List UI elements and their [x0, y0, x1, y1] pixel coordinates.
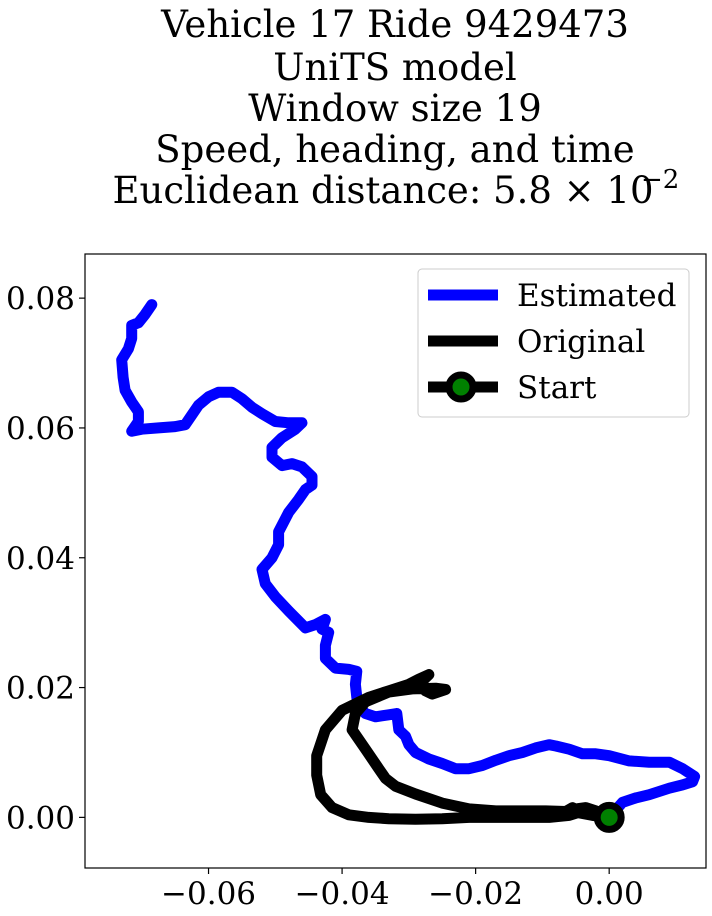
series-line-estimated [116, 299, 701, 823]
x-axis: −0.06 −0.04 −0.02 0.00 [161, 868, 644, 912]
y-tick-label: 0.02 [6, 671, 75, 707]
chart-title: Vehicle 17 Ride 9429473 UniTS model Wind… [112, 3, 679, 212]
x-tick-label: −0.04 [295, 876, 390, 912]
x-tick-label: 0.00 [575, 876, 644, 912]
x-tick-label: −0.06 [161, 876, 256, 912]
x-tick-label: −0.02 [428, 876, 523, 912]
title-line-2: UniTS model [273, 46, 516, 89]
series-line-original [311, 669, 615, 825]
title-line-3: Window size 19 [248, 87, 542, 130]
legend-label-estimated: Estimated [517, 278, 676, 314]
title-exponent: −2 [641, 165, 679, 195]
y-tick-label: 0.06 [6, 411, 75, 447]
legend-label-original: Original [517, 324, 645, 360]
start-marker [593, 801, 625, 833]
legend: Estimated Original Start [417, 268, 690, 418]
y-axis: 0.00 0.02 0.04 0.06 0.08 [6, 281, 85, 836]
title-line-4: Speed, heading, and time [155, 128, 634, 171]
y-tick-label: 0.04 [6, 541, 75, 577]
y-tick-label: 0.00 [6, 800, 75, 836]
legend-box [417, 268, 690, 418]
legend-label-start: Start [517, 370, 597, 406]
y-tick-label: 0.08 [6, 281, 75, 317]
plot-area [116, 299, 701, 833]
plot-frame [84, 253, 707, 869]
title-line-1: Vehicle 17 Ride 9429473 [160, 3, 629, 46]
legend-swatch-start-marker [445, 371, 477, 403]
title-line-5: Euclidean distance: 5.8 × 10 [112, 169, 653, 212]
